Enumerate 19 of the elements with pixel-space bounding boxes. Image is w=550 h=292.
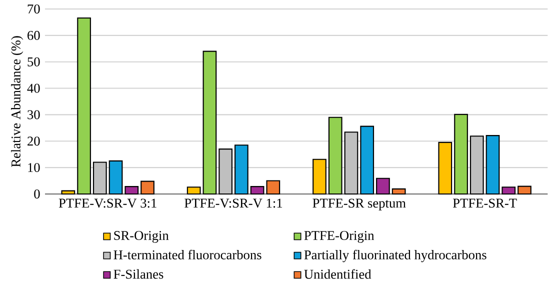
y-tick-label: 60 [28, 30, 40, 40]
legend-label: F-Silanes [114, 269, 164, 279]
y-tick-label: 50 [28, 57, 40, 66]
x-tick-label: PTFE-SR-T [452, 198, 517, 208]
legend-label: Unidentified [304, 269, 372, 279]
y-tick-label: 40 [27, 84, 40, 93]
y-tick-label: 30 [28, 110, 40, 120]
x-tick-label: PTFE-V:SR-V 1:1 [184, 198, 282, 208]
y-tick-label: 10 [28, 163, 40, 172]
legend-label: Partially fluorinated hydrocarbons [304, 250, 486, 262]
legend-label: SR-Origin [114, 231, 169, 243]
x-tick-label: PTFE-V:SR-V 3:1 [58, 198, 156, 208]
x-tick-label: PTFE-SR septum [312, 198, 406, 210]
y-tick-label: 70 [28, 4, 40, 14]
y-tick-label: 20 [28, 136, 40, 146]
y-axis-title: Relative Abundance (%) [11, 36, 24, 168]
legend-label: PTFE-Origin [304, 231, 374, 243]
legend-label: H-terminated fluorocarbons [114, 250, 262, 260]
y-tick-label: 0 [34, 189, 40, 198]
